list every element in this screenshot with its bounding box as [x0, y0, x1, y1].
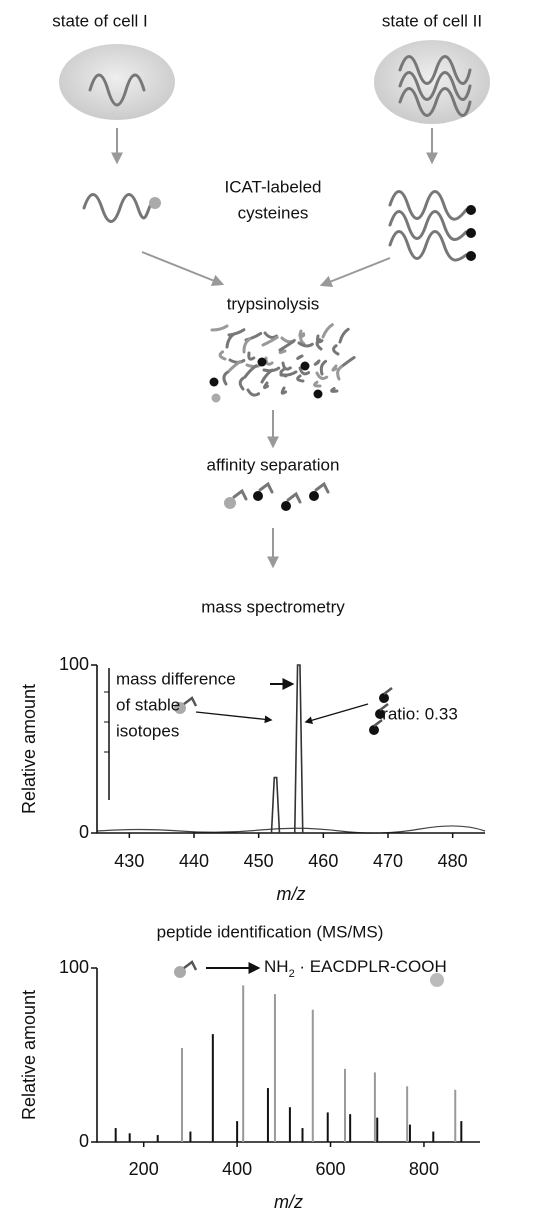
- fragment: [297, 341, 314, 348]
- fragment: [242, 337, 252, 354]
- labeled-proteins: [388, 190, 476, 262]
- fragment: [278, 349, 287, 355]
- isolated-peptides: [224, 481, 330, 511]
- arrow: [141, 251, 225, 287]
- fragment: [264, 356, 274, 366]
- x-tick-label: 600: [316, 1159, 346, 1179]
- fragment: [238, 376, 245, 391]
- fragment: [321, 323, 334, 339]
- peptide-sequence: NH2 · EACDPLR-COOH: [264, 957, 447, 979]
- fragment: [298, 366, 311, 376]
- fragment: [226, 360, 242, 374]
- fragment: [243, 364, 258, 379]
- fragment: [331, 364, 338, 372]
- fragment: [313, 359, 321, 366]
- y-tick-label: 100: [59, 654, 89, 674]
- fragment: [210, 324, 229, 332]
- annotation: isotopes: [116, 721, 179, 740]
- y-tick-label: 0: [79, 822, 89, 842]
- fragment: [296, 354, 304, 360]
- x-axis-label: m/z: [277, 884, 306, 904]
- fragment: [247, 351, 256, 361]
- label-dot: [313, 389, 323, 399]
- fragment: [261, 335, 279, 347]
- fragment: [222, 370, 229, 386]
- fragment: [260, 368, 274, 384]
- axes: [96, 665, 485, 834]
- fragment: [263, 331, 279, 339]
- label-dot: [300, 361, 310, 371]
- sequence-subscript: 2: [289, 968, 295, 980]
- label-dot: [257, 357, 267, 367]
- chart-title: peptide identification (MS/MS): [157, 922, 384, 941]
- fragment: [338, 327, 350, 344]
- affinity-label: affinity separation: [207, 455, 340, 474]
- labeled-protein: [82, 193, 161, 223]
- x-tick-label: 400: [222, 1159, 252, 1179]
- fragment: [298, 329, 306, 339]
- fragment: [246, 388, 261, 397]
- x-tick-label: 470: [373, 851, 403, 871]
- annotation: ratio: 0.33: [382, 704, 458, 723]
- x-tick-label: 800: [409, 1159, 439, 1179]
- fragment: [280, 386, 288, 395]
- y-tick-label: 0: [79, 1131, 89, 1151]
- mass-spec-label: mass spectrometry: [201, 597, 345, 616]
- icat-label: ICAT-labeled: [224, 177, 321, 196]
- axes: [96, 968, 480, 1143]
- fragment: [332, 344, 340, 356]
- peptide-fragments: [209, 323, 356, 403]
- x-tick-label: 200: [129, 1159, 159, 1179]
- annotation: mass difference: [116, 669, 236, 688]
- proteins: [398, 55, 472, 117]
- peak: [270, 776, 281, 834]
- peak: [293, 664, 304, 834]
- fragment: [225, 332, 236, 349]
- fragment: [296, 374, 305, 383]
- cell-1: [59, 44, 175, 120]
- x-tick-label: 480: [438, 851, 468, 871]
- label-dot: [209, 377, 219, 387]
- fragment: [228, 358, 246, 364]
- x-tick-label: 450: [244, 851, 274, 871]
- fragment: [313, 380, 322, 388]
- fragment: [315, 371, 329, 380]
- arrow: [319, 257, 391, 288]
- fragment: [315, 334, 324, 344]
- x-tick-label: 460: [308, 851, 338, 871]
- label-dot: [211, 393, 221, 403]
- chart-1-decor: [96, 668, 486, 834]
- x-tick-label: 440: [179, 851, 209, 871]
- fragment: [218, 350, 227, 361]
- y-axis-label: Relative amount: [19, 990, 39, 1120]
- sequence-part: · EACDPLR-COOH: [295, 957, 447, 976]
- fragment: [330, 386, 339, 393]
- fragment: [336, 365, 343, 381]
- x-axis-label: m/z: [274, 1192, 303, 1212]
- y-axis-label: Relative amount: [19, 684, 39, 814]
- icat-label: cysteines: [238, 203, 309, 222]
- protein: [88, 73, 146, 107]
- fragment: [262, 381, 270, 390]
- fragment: [281, 361, 292, 371]
- trypsinolysis-label: trypsinolysis: [227, 294, 320, 313]
- fragment: [278, 339, 296, 352]
- fragment: [279, 370, 298, 377]
- x-tick-label: 430: [114, 851, 144, 871]
- chart-2-decor: [174, 960, 444, 987]
- cell-1-label: state of cell I: [52, 11, 147, 30]
- sequence-part: NH: [264, 957, 289, 976]
- annotation: of stable: [116, 695, 180, 714]
- fragment: [227, 328, 246, 337]
- cell-2-label: state of cell II: [382, 11, 482, 30]
- y-tick-label: 100: [59, 957, 89, 977]
- fragment: [339, 355, 356, 369]
- fragment: [319, 359, 328, 376]
